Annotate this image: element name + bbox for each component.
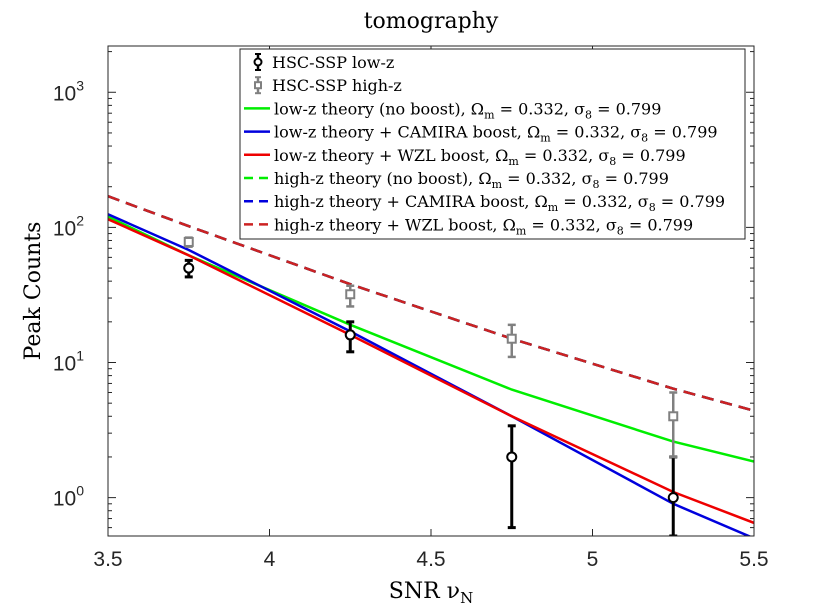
legend-text: = 0.799: [624, 215, 693, 234]
point-marker: [668, 411, 679, 422]
legend-sub: m: [548, 201, 559, 214]
legend-text: = 0.799: [592, 99, 661, 118]
legend-item-5: low-z theory + WZL boost, Ωm = 0.332, σ8…: [244, 146, 686, 168]
legend-sub: m: [508, 155, 519, 168]
legend-item-1: HSC-SSP low-z: [253, 53, 394, 72]
y-tick-exponent: 0: [76, 483, 84, 499]
series-line-3: [108, 218, 754, 525]
legend-text: high-z theory + WZL boost, Ω: [274, 215, 516, 234]
legend-label: low-z theory (no boost), Ωm = 0.332, σ8 …: [274, 99, 661, 121]
legend-text: high-z theory (no boost), Ω: [274, 169, 492, 188]
chart-title: tomography: [364, 9, 499, 34]
legend-label: high-z theory (no boost), Ωm = 0.332, σ8…: [274, 169, 669, 191]
legend-sub: m: [516, 224, 527, 237]
y-tick-exponent: 3: [76, 77, 84, 93]
legend-text: low-z theory (no boost), Ω: [274, 99, 484, 118]
point-marker: [667, 492, 679, 504]
legend-box: [239, 48, 746, 240]
point-marker: [344, 329, 356, 341]
low-z-point-3: [506, 424, 518, 530]
high-z-point-1: [183, 236, 194, 248]
legend-text: = 0.332, σ: [495, 99, 586, 118]
legend-label: low-z theory + WZL boost, Ωm = 0.332, σ8…: [274, 146, 686, 168]
legend-item-2: HSC-SSP high-z: [254, 76, 402, 95]
y-tick-base: 10: [53, 353, 76, 376]
legend-text: = 0.332, σ: [519, 146, 610, 165]
legend-item-4: low-z theory + CAMIRA boost, Ωm = 0.332,…: [244, 123, 718, 145]
legend-text: = 0.332, σ: [526, 215, 617, 234]
legend-text: high-z theory + CAMIRA boost, Ω: [274, 192, 548, 211]
legend-text: = 0.332, σ: [551, 123, 642, 142]
legend-text: = 0.332, σ: [502, 169, 593, 188]
legend-sub: 8: [585, 108, 592, 121]
legend-text: = 0.799: [616, 146, 685, 165]
plot-area: [108, 195, 754, 536]
series-line-6: [108, 195, 754, 412]
y-tick-exponent: 1: [76, 348, 84, 364]
legend-sub: m: [492, 178, 503, 191]
y-tick-base: 10: [53, 82, 76, 105]
series-line-1: [108, 215, 754, 463]
legend-marker: [254, 81, 262, 90]
x-tick-label: 5: [587, 548, 599, 571]
legend-label: low-z theory + CAMIRA boost, Ωm = 0.332,…: [274, 123, 718, 145]
point-marker: [183, 262, 195, 274]
low-z-point-2: [344, 320, 356, 354]
legend: HSC-SSP low-z HSC-SSP high-z low-z theory …: [239, 48, 746, 240]
legend-text: = 0.799: [656, 192, 725, 211]
legend-text: low-z theory + WZL boost, Ω: [274, 146, 508, 165]
point-marker: [506, 451, 518, 463]
y-tick-label: 102: [53, 212, 84, 240]
legend-item-6: high-z theory (no boost), Ωm = 0.332, σ8…: [244, 169, 669, 191]
legend-text: = 0.799: [600, 169, 669, 188]
legend-sub: 8: [641, 132, 648, 145]
high-z-point-2: [345, 284, 356, 308]
point-marker: [183, 236, 194, 247]
x-tick-label: 4.5: [416, 548, 445, 571]
y-tick-base: 10: [53, 217, 76, 240]
legend-sub: 8: [617, 224, 624, 237]
y-tick-base: 10: [53, 488, 76, 511]
legend-sub: 8: [609, 155, 616, 168]
high-z-point-3: [506, 323, 517, 359]
low-z-point-1: [183, 258, 195, 279]
legend-label: high-z theory + WZL boost, Ωm = 0.332, σ…: [274, 215, 693, 237]
legend-sub: 8: [593, 178, 600, 191]
x-axis-label-main: SNR ν: [389, 579, 460, 604]
y-tick-label: 103: [53, 77, 84, 105]
legend-item-3: low-z theory (no boost), Ωm = 0.332, σ8 …: [244, 99, 661, 121]
low-z-point-4: [667, 455, 679, 536]
y-tick-exponent: 2: [76, 212, 84, 228]
x-axis-label: SNR νN: [389, 579, 473, 607]
legend-marker: [253, 57, 263, 67]
series-line-2: [108, 213, 752, 536]
legend-sub: m: [484, 108, 495, 121]
legend-sub: m: [540, 132, 551, 145]
legend-item-8: high-z theory + WZL boost, Ωm = 0.332, σ…: [244, 215, 693, 237]
legend-label: HSC-SSP low-z: [272, 53, 394, 72]
x-axis-label-sub: N: [460, 589, 473, 607]
legend-text: = 0.332, σ: [558, 192, 649, 211]
y-tick-label: 100: [53, 483, 84, 511]
y-tick-label: 101: [53, 348, 84, 376]
point-marker: [506, 333, 517, 344]
legend-label: high-z theory + CAMIRA boost, Ωm = 0.332…: [274, 192, 725, 214]
point-marker: [345, 289, 356, 300]
high-z-point-4: [668, 391, 679, 459]
y-axis-label: Peak Counts: [21, 222, 46, 361]
x-tick-label: 4: [264, 548, 276, 571]
x-tick-label: 3.5: [93, 548, 122, 571]
legend-item-7: high-z theory + CAMIRA boost, Ωm = 0.332…: [244, 192, 725, 214]
legend-sub: 8: [649, 201, 656, 214]
x-tick-label: 5.5: [739, 548, 768, 571]
legend-text: = 0.799: [648, 123, 717, 142]
legend-text: low-z theory + CAMIRA boost, Ω: [274, 123, 540, 142]
legend-label: HSC-SSP high-z: [272, 76, 402, 95]
